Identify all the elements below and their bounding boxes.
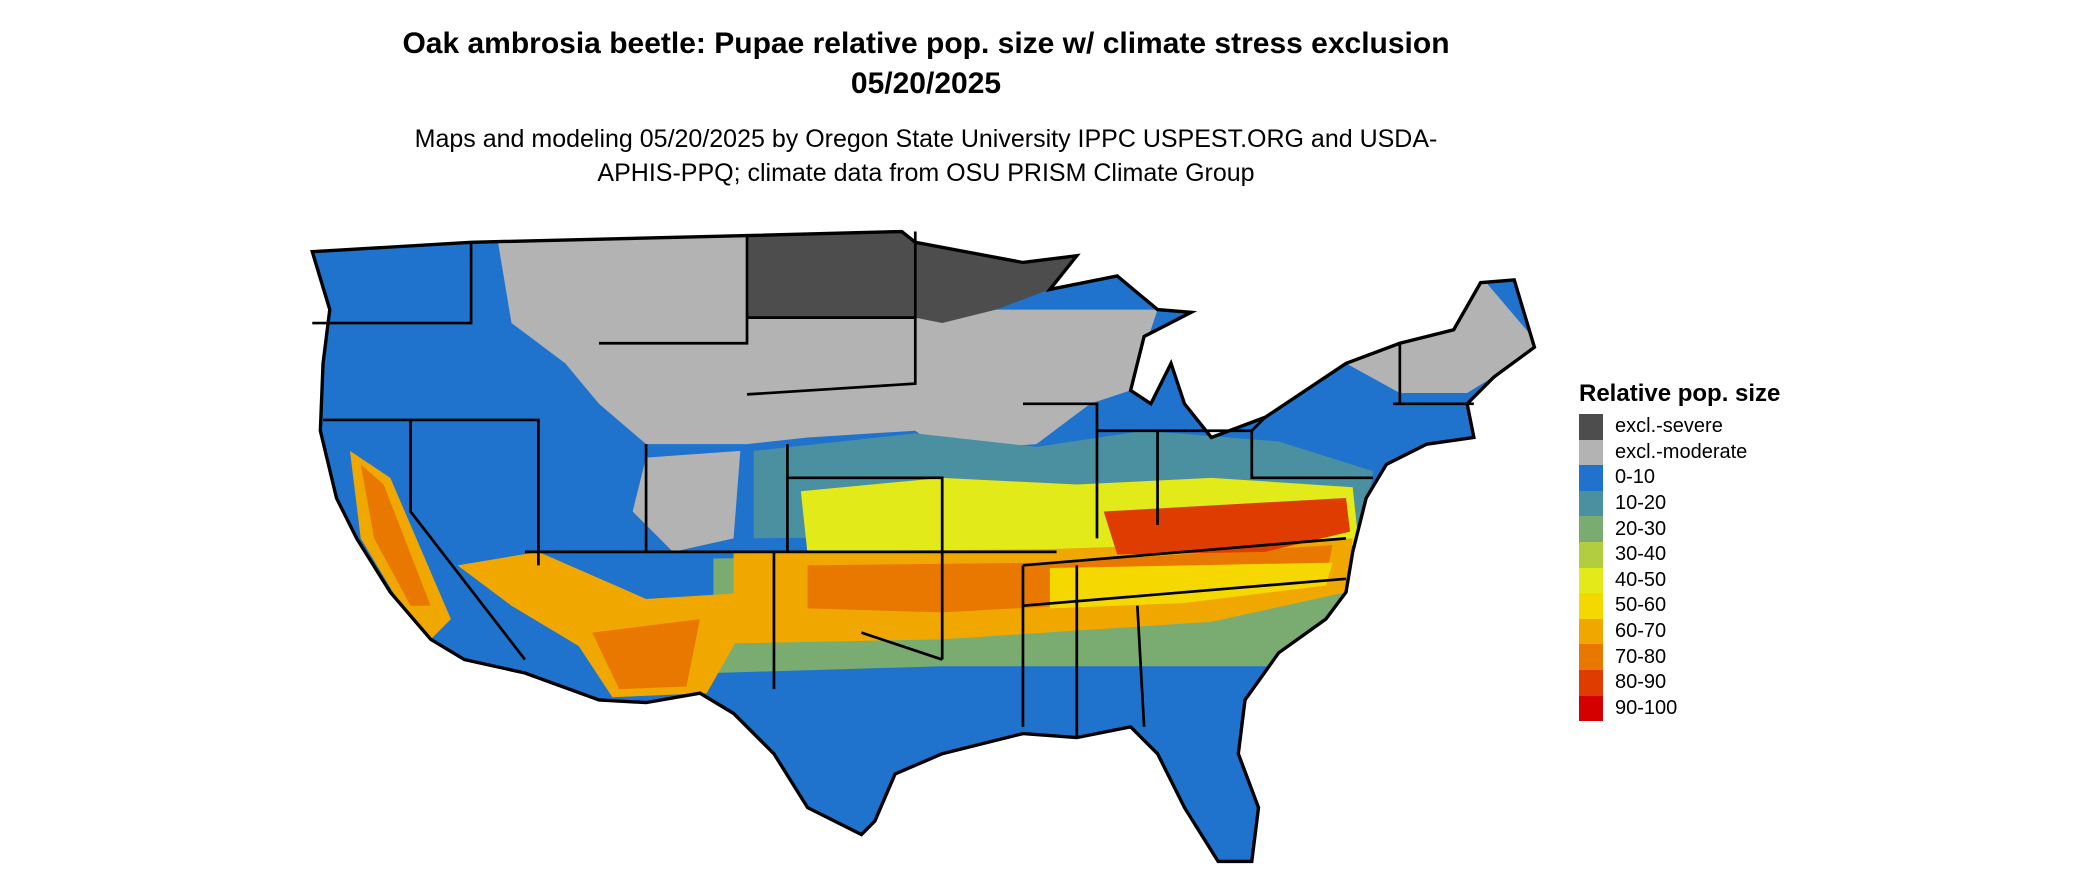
legend-swatch bbox=[1579, 465, 1603, 491]
legend-label: 50-60 bbox=[1615, 594, 1667, 617]
legend-label: 0-10 bbox=[1615, 466, 1656, 489]
legend-item: 70-80 bbox=[1579, 644, 1780, 670]
state-lines bbox=[312, 231, 1474, 738]
map-subtitle: Maps and modeling 05/20/2025 by Oregon S… bbox=[414, 125, 1438, 187]
border bbox=[1022, 577, 1347, 608]
zone-excl-moderate bbox=[1345, 275, 1535, 394]
country-outline bbox=[310, 229, 1537, 864]
zone-80-90 bbox=[1103, 498, 1351, 555]
border bbox=[1022, 402, 1267, 433]
border bbox=[409, 419, 527, 661]
legend-item: excl.-moderate bbox=[1579, 439, 1780, 466]
border bbox=[861, 631, 943, 661]
border bbox=[1022, 537, 1347, 567]
legend-swatch bbox=[1579, 618, 1603, 645]
legend-label: excl.-severe bbox=[1615, 415, 1723, 438]
legend-item: 20-30 bbox=[1579, 516, 1780, 542]
legend-swatch bbox=[1579, 516, 1603, 542]
legend-label: excl.-moderate bbox=[1615, 440, 1748, 463]
zone-excl-moderate bbox=[498, 235, 1158, 451]
legend-swatch bbox=[1579, 414, 1603, 440]
legend-label: 90-100 bbox=[1615, 696, 1678, 719]
map-title: Oak ambrosia beetle: Pupae relative pop.… bbox=[402, 27, 1450, 100]
zone-excl-severe bbox=[747, 231, 1077, 324]
legend: Relative pop. size excl.-severe excl.-mod… bbox=[1579, 380, 1781, 722]
legend-items: excl.-severe excl.-moderate 0-10 10-20 20-30… bbox=[1579, 414, 1780, 722]
legend-label: 40-50 bbox=[1615, 568, 1667, 591]
border bbox=[1136, 605, 1146, 727]
legend-label: 30-40 bbox=[1615, 543, 1667, 566]
border bbox=[787, 476, 1057, 554]
border bbox=[1250, 430, 1373, 480]
legend-item: 40-50 bbox=[1579, 567, 1780, 594]
legend-item: 50-60 bbox=[1579, 593, 1780, 619]
legend-label: 60-70 bbox=[1615, 620, 1667, 643]
legend-swatch bbox=[1579, 490, 1603, 517]
legend-item: excl.-severe bbox=[1579, 414, 1780, 440]
legend-item: 90-100 bbox=[1579, 695, 1780, 722]
legend-title: Relative pop. size bbox=[1579, 380, 1781, 407]
map-body bbox=[310, 229, 1537, 864]
legend-item: 30-40 bbox=[1579, 541, 1780, 568]
legend-swatch bbox=[1579, 644, 1603, 670]
legend-swatch bbox=[1579, 695, 1603, 722]
legend-swatch bbox=[1579, 541, 1603, 568]
zone-70-80 bbox=[360, 464, 431, 606]
border bbox=[746, 317, 917, 396]
zone-70-80 bbox=[592, 619, 700, 690]
legend-item: 10-20 bbox=[1579, 490, 1780, 517]
legend-swatch bbox=[1579, 669, 1603, 696]
border bbox=[747, 231, 917, 320]
legend-swatch bbox=[1579, 439, 1603, 466]
border bbox=[524, 444, 648, 554]
legend-swatch bbox=[1579, 567, 1603, 594]
border bbox=[312, 242, 473, 325]
legend-item: 0-10 bbox=[1579, 465, 1780, 491]
legend-label: 20-30 bbox=[1615, 517, 1667, 540]
legend-item: 60-70 bbox=[1579, 618, 1780, 645]
zone-excl-moderate bbox=[632, 450, 741, 552]
legend-item: 80-90 bbox=[1579, 669, 1780, 696]
zones bbox=[349, 231, 1535, 698]
legend-swatch bbox=[1579, 593, 1603, 619]
legend-label: 10-20 bbox=[1615, 492, 1667, 515]
border bbox=[323, 418, 540, 566]
border bbox=[598, 235, 749, 345]
legend-label: 80-90 bbox=[1615, 671, 1667, 694]
legend-label: 70-80 bbox=[1615, 645, 1667, 668]
border bbox=[773, 550, 944, 660]
